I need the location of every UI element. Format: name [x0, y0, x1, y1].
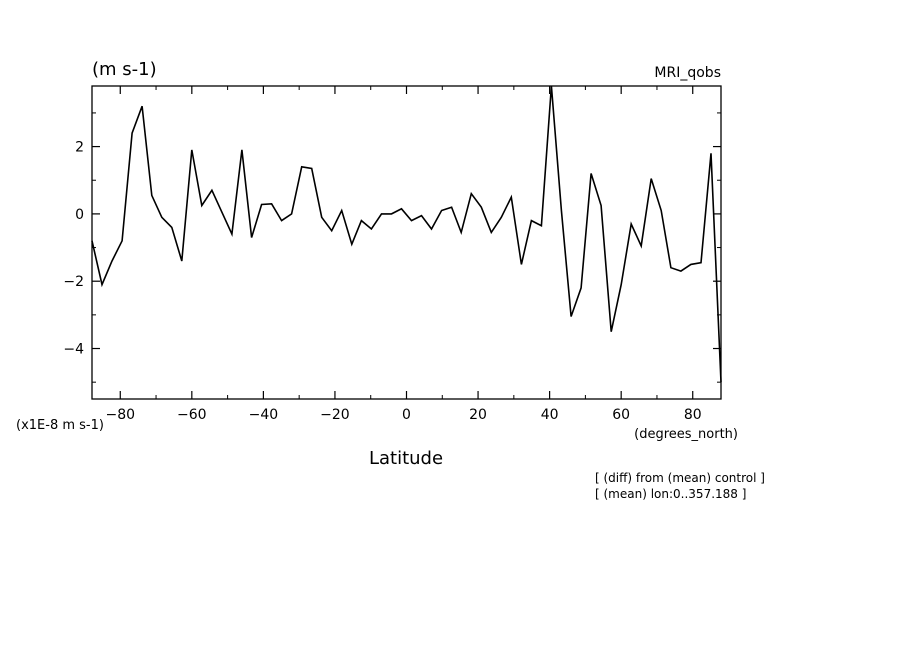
series-line [91, 85, 722, 383]
x-axis-label: Latitude [369, 448, 443, 469]
chart-model-label: MRI_qobs [654, 65, 721, 81]
x-tick-label: 60 [612, 407, 630, 423]
plot-frame [91, 85, 722, 400]
x-tick-label: −20 [320, 407, 350, 423]
x-tick-label: 40 [541, 407, 559, 423]
x-axis-ticks [119, 86, 694, 399]
x-tick-label: −40 [249, 407, 279, 423]
y-tick-label: −4 [63, 342, 84, 358]
x-tick-label: −80 [105, 407, 135, 423]
y-axis-ticks [92, 112, 721, 383]
x-axis-unit: (degrees_north) [634, 427, 738, 442]
annotation-diff: [ (diff) from (mean) control ] [595, 471, 765, 485]
y-tick-label: −2 [63, 274, 84, 290]
x-tick-label: 0 [402, 407, 411, 423]
x-axis-tick-labels: −80 −60 −40 −20 0 20 40 60 80 [105, 407, 701, 423]
y-axis-tick-labels: −4 −2 0 2 [63, 140, 84, 358]
y-tick-label: 0 [75, 207, 84, 223]
x-tick-label: 20 [469, 407, 487, 423]
y-tick-label: 2 [75, 140, 84, 156]
annotation-mean: [ (mean) lon:0..357.188 ] [595, 487, 746, 501]
x-tick-label: −60 [177, 407, 207, 423]
chart-title-units: (m s-1) [92, 59, 157, 80]
y-scale-note: (x1E-8 m s-1) [16, 418, 104, 433]
x-tick-label: 80 [684, 407, 702, 423]
